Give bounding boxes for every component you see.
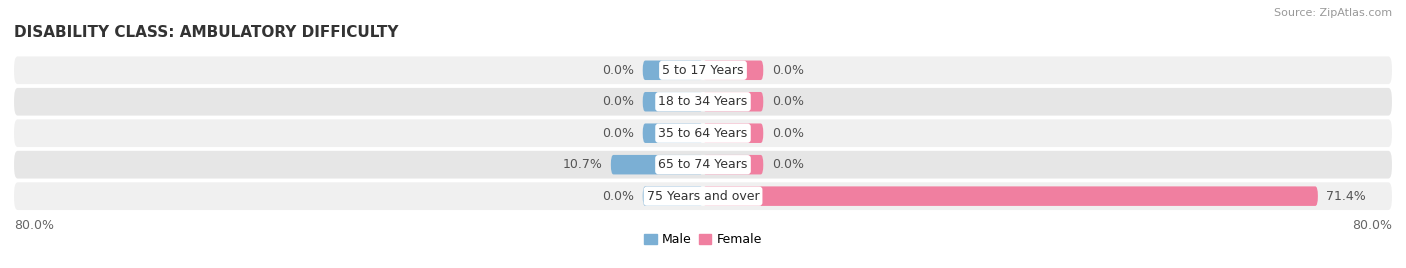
Text: 0.0%: 0.0% — [602, 64, 634, 77]
Text: 75 Years and over: 75 Years and over — [647, 190, 759, 203]
Text: 0.0%: 0.0% — [772, 158, 804, 171]
FancyBboxPatch shape — [643, 61, 703, 80]
Text: 80.0%: 80.0% — [14, 219, 53, 232]
Text: 35 to 64 Years: 35 to 64 Years — [658, 127, 748, 140]
FancyBboxPatch shape — [703, 155, 763, 174]
Text: DISABILITY CLASS: AMBULATORY DIFFICULTY: DISABILITY CLASS: AMBULATORY DIFFICULTY — [14, 25, 398, 40]
FancyBboxPatch shape — [703, 124, 763, 143]
Text: 80.0%: 80.0% — [1353, 219, 1392, 232]
Text: 5 to 17 Years: 5 to 17 Years — [662, 64, 744, 77]
FancyBboxPatch shape — [610, 155, 703, 174]
FancyBboxPatch shape — [643, 92, 703, 111]
Text: 65 to 74 Years: 65 to 74 Years — [658, 158, 748, 171]
Text: 0.0%: 0.0% — [602, 127, 634, 140]
Text: 18 to 34 Years: 18 to 34 Years — [658, 95, 748, 108]
FancyBboxPatch shape — [14, 88, 1392, 116]
Text: Source: ZipAtlas.com: Source: ZipAtlas.com — [1274, 8, 1392, 18]
Text: 0.0%: 0.0% — [602, 95, 634, 108]
FancyBboxPatch shape — [643, 187, 703, 206]
Text: 71.4%: 71.4% — [1326, 190, 1367, 203]
FancyBboxPatch shape — [14, 182, 1392, 210]
Text: 0.0%: 0.0% — [772, 95, 804, 108]
FancyBboxPatch shape — [14, 57, 1392, 84]
FancyBboxPatch shape — [703, 187, 1317, 206]
Text: 10.7%: 10.7% — [562, 158, 602, 171]
Text: 0.0%: 0.0% — [772, 127, 804, 140]
FancyBboxPatch shape — [703, 61, 763, 80]
Text: 0.0%: 0.0% — [772, 64, 804, 77]
FancyBboxPatch shape — [643, 124, 703, 143]
FancyBboxPatch shape — [14, 119, 1392, 147]
Legend: Male, Female: Male, Female — [640, 228, 766, 251]
Text: 0.0%: 0.0% — [602, 190, 634, 203]
FancyBboxPatch shape — [703, 92, 763, 111]
FancyBboxPatch shape — [14, 151, 1392, 178]
